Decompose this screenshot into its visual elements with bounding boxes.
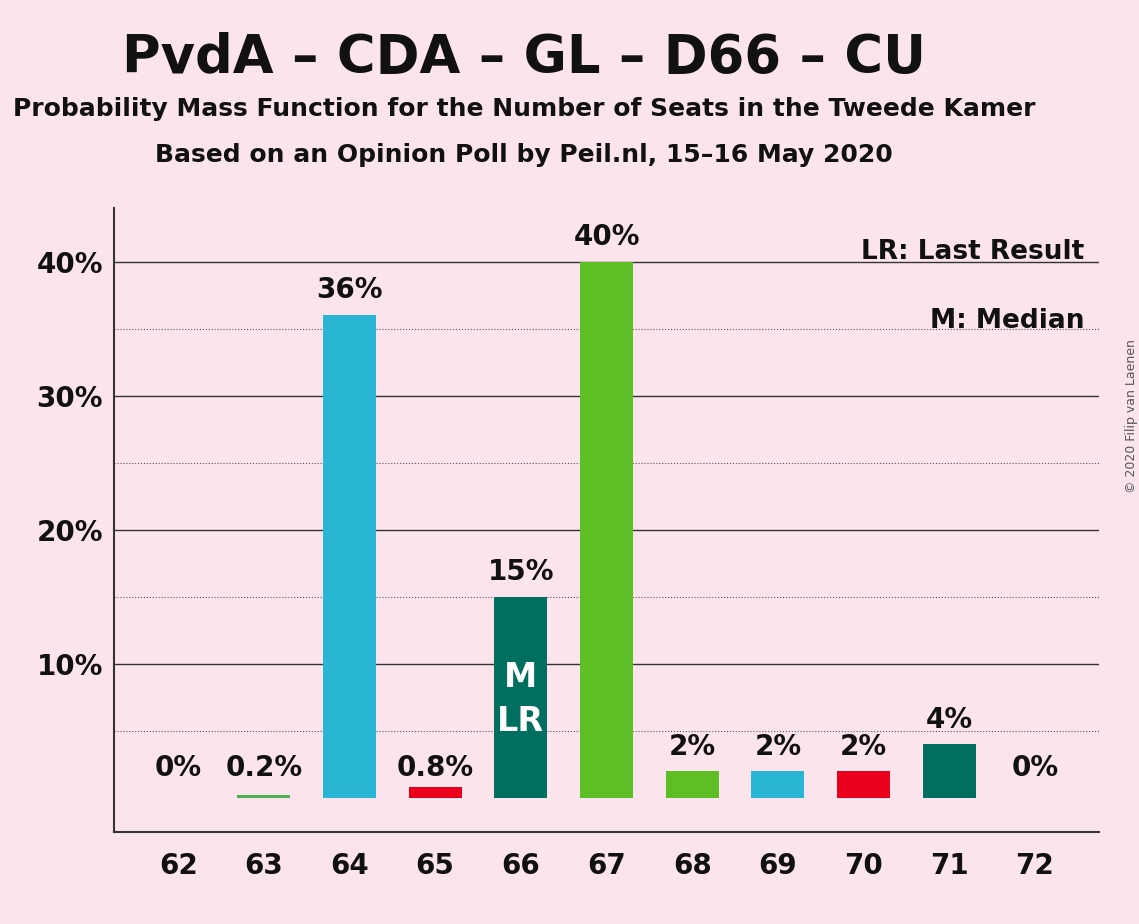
- Text: 2%: 2%: [839, 733, 887, 760]
- Text: LR: Last Result: LR: Last Result: [861, 239, 1084, 265]
- Text: 2%: 2%: [754, 733, 802, 760]
- Bar: [323, 315, 376, 798]
- Text: 0%: 0%: [1011, 754, 1058, 782]
- Text: M: M: [505, 661, 538, 694]
- Text: 0.2%: 0.2%: [226, 754, 302, 782]
- Text: LR: LR: [498, 705, 544, 738]
- Text: Probability Mass Function for the Number of Seats in the Tweede Kamer: Probability Mass Function for the Number…: [13, 97, 1035, 121]
- Bar: [923, 745, 976, 798]
- Text: 4%: 4%: [926, 706, 973, 734]
- Text: 40%: 40%: [573, 223, 640, 250]
- Bar: [752, 772, 804, 798]
- Text: 0.8%: 0.8%: [396, 754, 474, 782]
- Text: 15%: 15%: [487, 558, 554, 586]
- Text: Based on an Opinion Poll by Peil.nl, 15–16 May 2020: Based on an Opinion Poll by Peil.nl, 15–…: [155, 143, 893, 167]
- Bar: [580, 261, 633, 798]
- Text: 36%: 36%: [317, 276, 383, 305]
- Text: © 2020 Filip van Laenen: © 2020 Filip van Laenen: [1124, 339, 1138, 492]
- Text: 0%: 0%: [155, 754, 202, 782]
- Bar: [665, 772, 719, 798]
- Text: M: Median: M: Median: [929, 308, 1084, 334]
- Bar: [494, 597, 548, 798]
- Text: PvdA – CDA – GL – D66 – CU: PvdA – CDA – GL – D66 – CU: [122, 32, 926, 84]
- Bar: [237, 796, 290, 798]
- Text: 2%: 2%: [669, 733, 715, 760]
- Bar: [409, 787, 461, 798]
- Bar: [837, 772, 890, 798]
